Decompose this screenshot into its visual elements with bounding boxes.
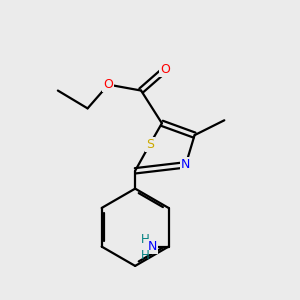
Text: H: H — [140, 233, 149, 246]
Text: N: N — [181, 158, 190, 171]
Text: H: H — [140, 249, 149, 262]
Text: O: O — [103, 78, 113, 91]
Text: N: N — [148, 240, 157, 253]
Text: O: O — [160, 63, 170, 76]
Text: S: S — [146, 138, 154, 151]
